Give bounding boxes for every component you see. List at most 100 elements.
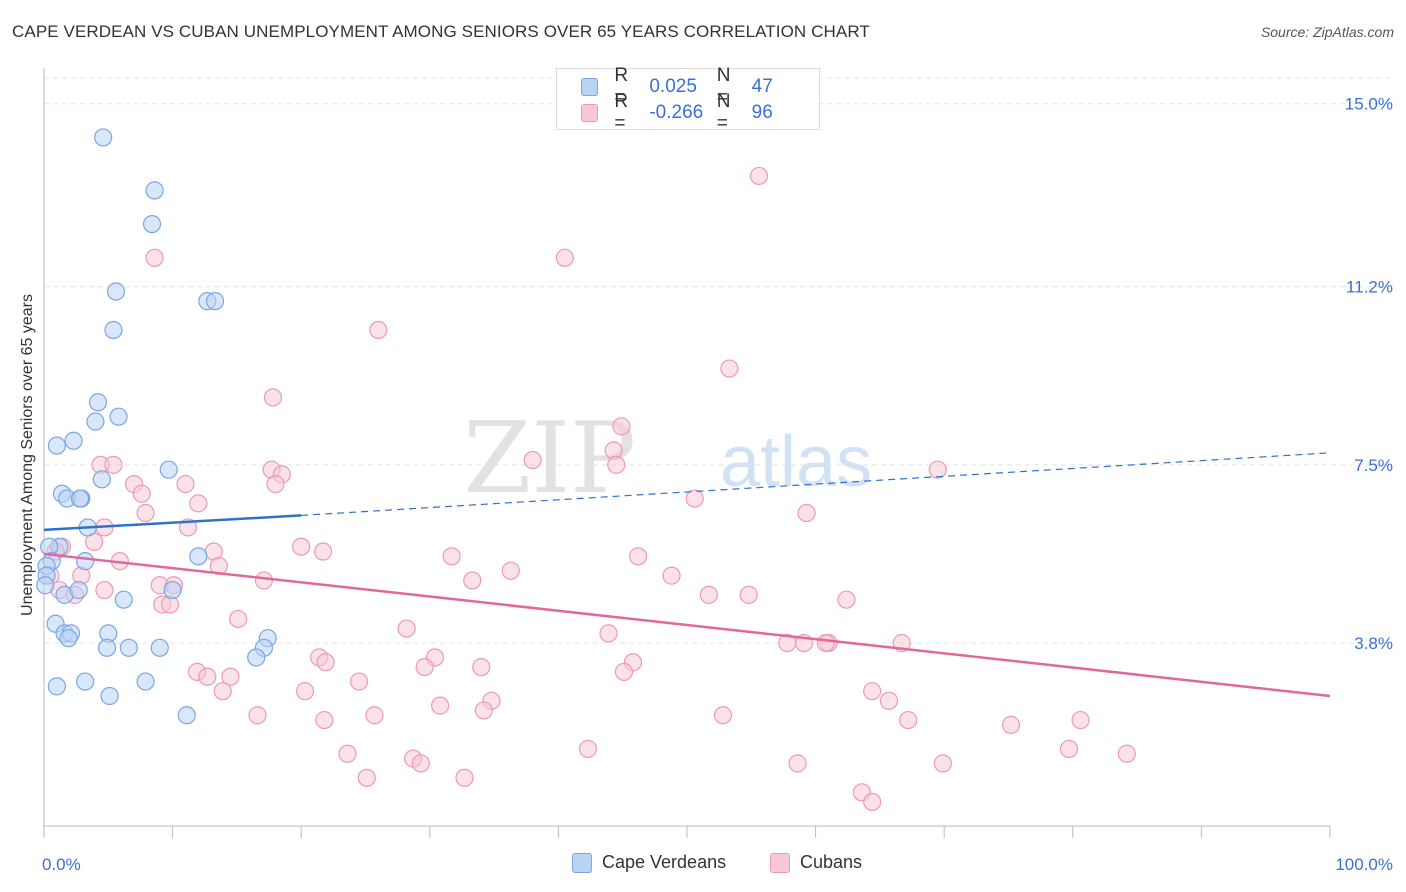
- cuban-point: [699, 585, 718, 604]
- cuban-point: [1059, 739, 1079, 759]
- cape-point: [64, 431, 83, 450]
- cuban-point: [357, 768, 376, 787]
- legend-item-cuban: Cubans: [770, 852, 862, 873]
- cuban-point: [313, 542, 333, 561]
- cape-points: [36, 128, 277, 725]
- cape-point: [142, 214, 162, 234]
- cuban-point: [365, 706, 384, 725]
- cape-point: [94, 128, 113, 147]
- cuban-point: [1001, 715, 1021, 734]
- cuban-point: [397, 619, 416, 638]
- trend-lines: [43, 452, 1331, 698]
- cuban-point: [739, 585, 758, 604]
- cuban-legend-swatch: [770, 852, 790, 873]
- n-label: N =: [716, 65, 731, 108]
- cuban-point: [411, 754, 430, 773]
- cape-point: [97, 638, 117, 657]
- cape-point: [106, 282, 126, 301]
- cuban-point: [95, 580, 114, 600]
- cuban-point: [266, 475, 285, 494]
- cuban-point: [837, 590, 856, 609]
- cuban-point: [189, 494, 208, 513]
- cuban-point: [415, 657, 434, 677]
- y-tick-label: 15.0%: [1345, 95, 1393, 114]
- cuban-point: [928, 460, 947, 479]
- cuban-point: [863, 792, 882, 812]
- cuban-swatch: [581, 104, 599, 122]
- cuban-point: [879, 691, 899, 710]
- cuban-point: [198, 667, 217, 686]
- cape-point: [69, 580, 88, 600]
- legend-row-cape: R = 0.025 N = 47: [581, 65, 819, 108]
- cuban-point: [248, 706, 267, 725]
- cuban-point: [749, 166, 769, 186]
- cape-point: [109, 407, 128, 426]
- cuban-point: [221, 667, 240, 686]
- cuban-point: [607, 455, 626, 474]
- y-tick-label: 7.5%: [1354, 456, 1393, 475]
- cape-point: [119, 638, 138, 657]
- cape-point: [205, 292, 225, 311]
- cape-point: [177, 706, 196, 725]
- cuban-point: [295, 682, 315, 701]
- cuban-point: [662, 566, 681, 585]
- cuban-point: [132, 484, 151, 503]
- cuban-point: [463, 571, 482, 590]
- cuban-point: [263, 388, 283, 407]
- cuban-point: [316, 653, 335, 672]
- cuban-point: [315, 710, 334, 730]
- cape-n-value: 47: [751, 76, 773, 97]
- cuban-point: [720, 359, 739, 378]
- cape-point: [114, 590, 133, 609]
- cuban-point: [599, 624, 618, 643]
- cape-point: [76, 552, 95, 571]
- cuban-point: [578, 739, 598, 759]
- x-tick-label: 100.0%: [1335, 855, 1393, 874]
- cuban-point: [713, 706, 733, 725]
- cuban-point: [1071, 710, 1090, 730]
- cuban-point: [778, 633, 797, 653]
- cuban-point: [474, 701, 493, 720]
- legend-row-cuban: R = -0.266 N = 96: [581, 91, 819, 134]
- cape-point: [92, 470, 111, 489]
- cuban-point: [501, 561, 520, 580]
- cuban-point: [369, 320, 388, 340]
- cape-point: [88, 393, 108, 412]
- cape-point: [145, 181, 164, 200]
- source-label: Source: ZipAtlas.com: [1260, 24, 1394, 40]
- cuban-legend-label: Cubans: [800, 852, 863, 872]
- cuban-point: [523, 450, 542, 470]
- watermark-atlas: atlas: [720, 422, 872, 502]
- cape-point: [47, 677, 66, 696]
- cape-point: [70, 489, 90, 508]
- r-label: R =: [614, 91, 629, 134]
- axes: [43, 68, 1331, 838]
- cape-trend-line: [43, 514, 302, 532]
- cuban-point: [229, 609, 248, 629]
- cuban-point: [555, 248, 574, 267]
- cuban-trend-line: [43, 552, 1331, 698]
- cape-point: [189, 547, 208, 566]
- cuban-point: [933, 754, 953, 773]
- gridlines: [44, 77, 1392, 644]
- cape-legend-swatch: [572, 852, 592, 873]
- cape-point: [159, 460, 178, 479]
- cape-point: [104, 320, 123, 340]
- cuban-n-value: 96: [751, 102, 773, 123]
- n-label: N =: [716, 91, 731, 134]
- cape-point: [136, 672, 155, 691]
- cuban-point: [292, 537, 311, 556]
- cape-trend-dashed: [301, 452, 1331, 517]
- cuban-point: [788, 754, 807, 773]
- cuban-point: [472, 657, 491, 677]
- cuban-point: [816, 633, 835, 653]
- r-label: R =: [614, 65, 629, 108]
- cape-point: [47, 436, 66, 455]
- y-tick-label: 11.2%: [1346, 278, 1393, 297]
- legend-item-cape: Cape Verdeans: [572, 852, 726, 873]
- cuban-point: [455, 768, 474, 787]
- cape-point: [163, 580, 182, 600]
- cape-point: [247, 648, 266, 667]
- cuban-point: [430, 696, 450, 715]
